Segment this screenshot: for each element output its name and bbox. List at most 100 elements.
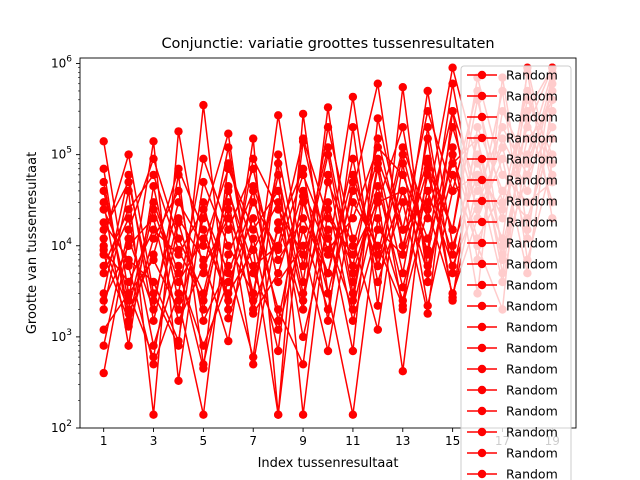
data-point (124, 170, 133, 180)
data-point (149, 296, 158, 305)
data-point (274, 269, 283, 278)
data-point (99, 305, 108, 314)
data-point (174, 250, 183, 259)
data-point (348, 269, 358, 278)
legend-label: Random (506, 110, 558, 125)
data-point (149, 277, 158, 287)
legend: Random Random Random Random Random Random Rand… (460, 65, 572, 480)
data-point (174, 234, 183, 243)
legend-entry: Random (467, 446, 558, 461)
legend-label: Random (506, 383, 558, 398)
data-point (149, 214, 158, 223)
data-point (99, 341, 108, 350)
data-point (124, 225, 133, 234)
data-point (99, 177, 108, 187)
data-point (199, 364, 208, 373)
legend-entry: Random (467, 467, 558, 480)
data-point (398, 283, 407, 292)
data-point (149, 154, 158, 163)
data-point (423, 250, 432, 259)
data-point (274, 170, 283, 180)
legend-marker (477, 364, 487, 374)
data-point (174, 164, 183, 173)
data-point (99, 269, 108, 278)
legend-entry: Random (467, 215, 558, 230)
legend-marker (477, 238, 487, 248)
data-point (249, 309, 258, 318)
data-point (298, 332, 308, 342)
data-point (448, 150, 457, 159)
data-point (348, 177, 358, 187)
data-point (398, 250, 407, 259)
data-point (348, 92, 358, 102)
data-point (298, 250, 308, 259)
legend-entry: Random (467, 152, 558, 167)
x-tick-label: 3 (150, 434, 158, 448)
data-point (373, 225, 382, 234)
data-point (448, 296, 457, 305)
data-point (224, 336, 233, 346)
data-point (99, 137, 108, 146)
data-point (398, 269, 407, 278)
data-point (199, 177, 208, 187)
data-point (124, 289, 133, 298)
legend-marker (477, 112, 487, 122)
data-point (448, 143, 457, 152)
data-point (199, 261, 208, 271)
data-point (224, 225, 233, 234)
data-point (99, 205, 108, 214)
data-point (199, 225, 208, 234)
data-point (199, 100, 208, 110)
legend-entry: Random (467, 278, 558, 293)
data-point (249, 182, 258, 191)
data-point (149, 198, 158, 207)
data-point (224, 241, 233, 250)
data-point (224, 198, 233, 207)
legend-marker (477, 385, 487, 395)
legend-marker (477, 301, 487, 311)
data-point (174, 336, 183, 346)
data-point (274, 255, 283, 265)
legend-marker (477, 154, 487, 164)
x-tick-label: 11 (345, 434, 360, 448)
data-point (124, 205, 133, 214)
data-point (99, 296, 108, 305)
legend-entry: Random (467, 68, 558, 83)
legend-marker (477, 196, 487, 206)
data-point (249, 352, 258, 362)
data-point (373, 114, 382, 123)
data-point (149, 137, 158, 146)
legend-entry: Random (467, 404, 558, 419)
data-point (274, 346, 283, 356)
data-point (348, 250, 358, 259)
data-point (124, 214, 133, 223)
data-point (348, 316, 358, 325)
data-point (199, 154, 208, 163)
data-point (448, 107, 457, 116)
data-point (398, 123, 407, 132)
x-tick-label: 9 (299, 434, 307, 448)
data-point (99, 261, 108, 271)
data-point (323, 234, 333, 243)
data-point (199, 316, 208, 325)
data-point (249, 134, 258, 143)
data-point (249, 225, 258, 234)
data-point (149, 316, 158, 325)
data-point (124, 255, 133, 265)
legend-entry: Random (467, 236, 558, 251)
data-point (174, 316, 183, 325)
data-point (423, 164, 432, 173)
data-point (398, 143, 407, 152)
data-point (274, 225, 283, 234)
legend-entry: Random (467, 425, 558, 440)
legend-label: Random (506, 362, 558, 377)
data-point (174, 127, 183, 136)
legend-label: Random (506, 299, 558, 314)
data-point (149, 410, 158, 419)
y-axis-label: Grootte van tussenresultaat (25, 152, 40, 334)
data-point (199, 410, 208, 419)
legend-marker (477, 70, 487, 80)
data-point (398, 186, 407, 196)
data-point (348, 305, 358, 314)
legend-marker (477, 322, 487, 332)
